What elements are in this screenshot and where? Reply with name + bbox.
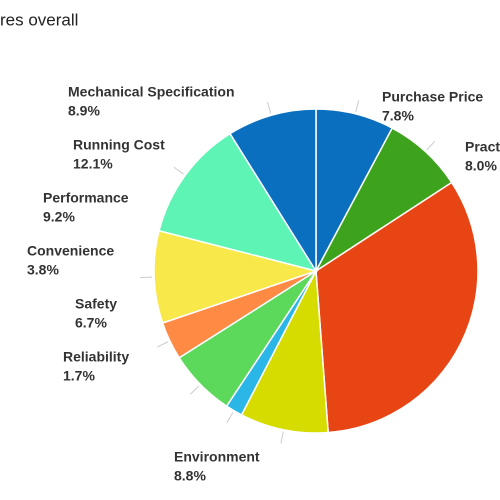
slice-value-label: 1.7% bbox=[63, 368, 95, 384]
slice-label: Pract bbox=[465, 139, 500, 155]
leader-line bbox=[173, 166, 184, 175]
slice-label: Environment bbox=[174, 449, 260, 465]
slice-value-label: 12.1% bbox=[73, 156, 113, 172]
slice-value-label: 9.2% bbox=[43, 209, 75, 225]
leader-line bbox=[355, 100, 360, 113]
slice-label: Convenience bbox=[27, 243, 114, 259]
slice-value-label: 8.8% bbox=[174, 468, 206, 484]
slice-label: Mechanical Specification bbox=[68, 84, 235, 100]
slice-value-label: 3.8% bbox=[27, 262, 59, 278]
pie-slice bbox=[240, 268, 330, 434]
pie-slice bbox=[158, 132, 318, 273]
leader-line bbox=[226, 412, 234, 424]
leader-line bbox=[426, 140, 436, 151]
slice-label: Running Cost bbox=[73, 137, 165, 153]
pie-slice bbox=[229, 108, 317, 274]
slice-value-label: 8.0% bbox=[465, 158, 497, 174]
slice-label: Reliability bbox=[63, 349, 129, 365]
slice-label: Safety bbox=[75, 296, 117, 312]
slice-label: Performance bbox=[43, 190, 129, 206]
chart-title: res overall bbox=[0, 10, 78, 29]
slice-value-label: 7.8% bbox=[382, 108, 414, 124]
pie-slice bbox=[315, 181, 479, 434]
leader-line bbox=[157, 341, 169, 348]
leader-line bbox=[190, 385, 200, 395]
leader-line bbox=[280, 431, 284, 444]
pie-slice bbox=[153, 229, 319, 324]
slice-value-label: 8.9% bbox=[68, 103, 100, 119]
leader-line bbox=[266, 101, 272, 114]
slice-label: Purchase Price bbox=[382, 89, 483, 105]
slice-value-label: 6.7% bbox=[75, 315, 107, 331]
